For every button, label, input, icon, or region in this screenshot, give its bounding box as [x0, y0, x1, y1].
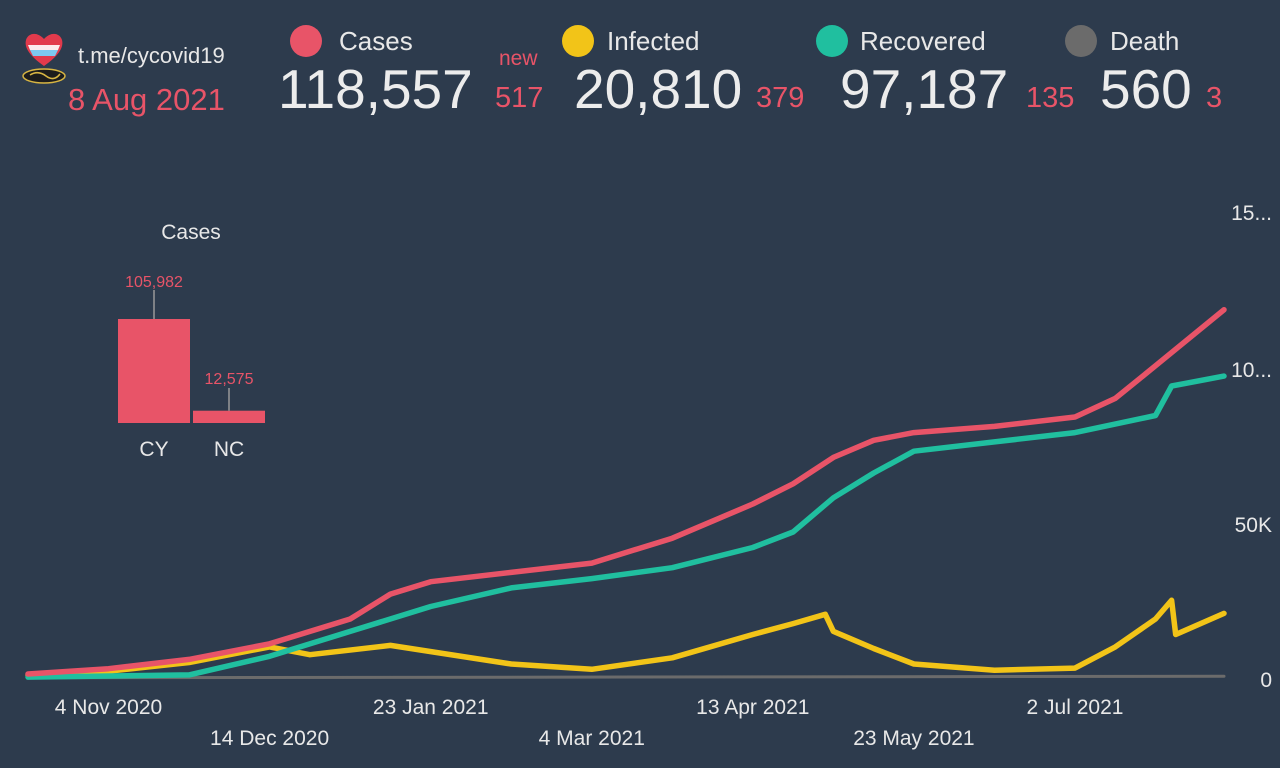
death-value: 560	[1100, 58, 1192, 120]
y-tick-label: 15...	[1231, 202, 1272, 225]
y-tick-label: 50K	[1235, 514, 1272, 537]
death-delta: 3	[1206, 82, 1223, 114]
death-label: Death	[1110, 26, 1180, 56]
series-infected-line	[25, 597, 1227, 678]
channel-link[interactable]: t.me/cycovid19	[78, 43, 225, 68]
y-axis: 0 50K 10... 15...	[1231, 202, 1272, 692]
x-tick-label: 14 Dec 2020	[210, 727, 329, 750]
recovered-legend-dot	[816, 25, 848, 57]
cases-legend-dot	[290, 25, 322, 57]
cases-by-region-bar-chart: Cases 105,982 CY 12,575 NC	[118, 221, 265, 461]
cases-delta: 517	[495, 82, 544, 114]
bar-nc-value-label: 12,575	[205, 371, 254, 388]
recovered-value: 97,187	[840, 58, 1009, 120]
y-tick-label: 0	[1260, 669, 1272, 692]
bar-cy-value-label: 105,982	[125, 274, 183, 291]
infected-legend-dot	[562, 25, 594, 57]
y-tick-label: 10...	[1231, 359, 1272, 382]
cases-value: 118,557	[278, 58, 473, 120]
x-tick-label: 4 Nov 2020	[55, 696, 162, 719]
infected-value: 20,810	[574, 58, 743, 120]
x-axis: 4 Nov 2020 14 Dec 2020 23 Jan 2021 4 Mar 20…	[55, 696, 1124, 750]
infected-label: Infected	[607, 26, 700, 56]
bar-nc-category-label: NC	[214, 438, 244, 461]
series-recovered-line	[25, 373, 1227, 680]
x-tick-label: 23 May 2021	[853, 727, 974, 750]
inset-title: Cases	[161, 221, 221, 244]
bar-cy-category-label: CY	[139, 438, 168, 461]
bar-nc	[193, 410, 265, 423]
cases-label: Cases	[339, 26, 413, 56]
heart-logo-icon	[22, 33, 66, 84]
bar-cy	[118, 319, 190, 423]
recovered-delta: 135	[1026, 82, 1075, 114]
x-tick-label: 2 Jul 2021	[1027, 696, 1124, 719]
series-death-line	[26, 674, 1226, 680]
new-label: new	[499, 47, 538, 70]
infected-delta: 379	[756, 82, 805, 114]
report-date: 8 Aug 2021	[68, 82, 225, 117]
death-legend-dot	[1065, 25, 1097, 57]
recovered-label: Recovered	[860, 26, 986, 56]
plot-area	[25, 306, 1227, 680]
x-tick-label: 23 Jan 2021	[373, 696, 489, 719]
x-tick-label: 4 Mar 2021	[539, 727, 645, 750]
series-cases-line	[25, 306, 1227, 677]
x-tick-label: 13 Apr 2021	[696, 696, 809, 719]
